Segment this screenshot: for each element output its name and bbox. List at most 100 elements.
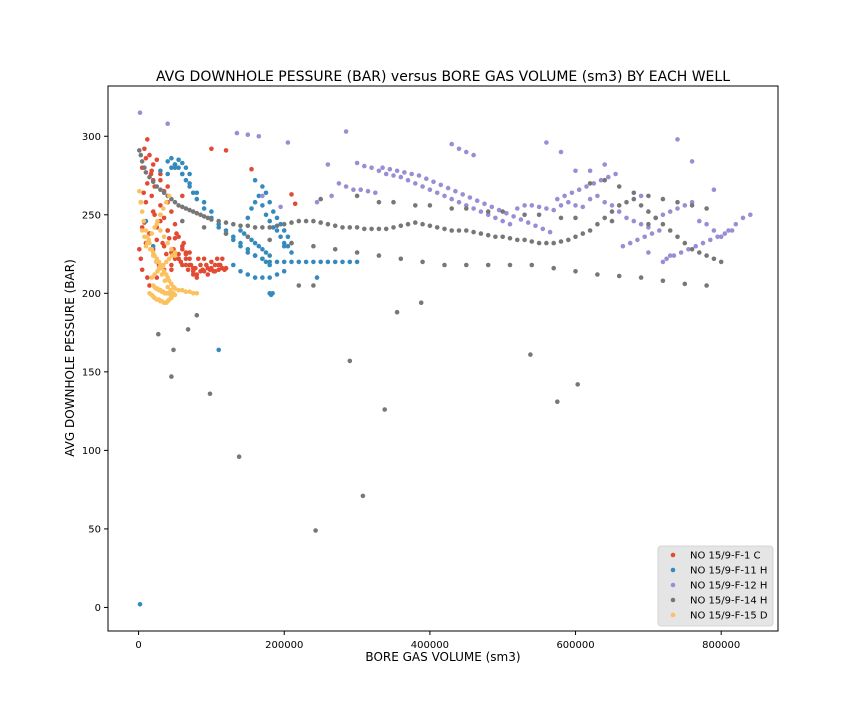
data-point: [187, 181, 192, 186]
data-point: [231, 262, 236, 268]
data-point: [748, 212, 753, 218]
data-point: [413, 203, 418, 208]
data-point: [172, 162, 178, 167]
data-point: [536, 212, 542, 218]
data-point: [252, 199, 258, 205]
data-point: [143, 228, 149, 233]
data-point: [649, 231, 655, 236]
data-point: [153, 259, 159, 265]
data-point: [627, 240, 633, 246]
data-point: [394, 309, 400, 315]
data-point: [165, 159, 170, 164]
data-point: [289, 220, 294, 225]
data-point: [169, 165, 174, 170]
data-point: [147, 283, 152, 288]
data-point: [616, 203, 622, 208]
data-point: [245, 272, 251, 277]
data-point: [555, 399, 560, 405]
data-point: [365, 188, 371, 194]
data-point: [216, 225, 221, 230]
plot-frame: [107, 85, 779, 632]
data-point: [376, 168, 382, 174]
data-point: [667, 253, 673, 258]
data-point: [180, 287, 185, 293]
data-point: [624, 199, 629, 205]
data-point: [558, 215, 564, 221]
data-point: [418, 300, 424, 306]
data-point: [653, 215, 658, 221]
data-point: [318, 196, 324, 202]
y-axis-label: AVG DOWNHOLE PESSURE (BAR): [63, 259, 77, 457]
data-point: [201, 214, 207, 219]
data-point: [485, 212, 491, 218]
data-point: [161, 215, 167, 221]
data-point: [252, 253, 258, 258]
data-point: [141, 218, 146, 224]
data-point: [281, 259, 287, 265]
data-point: [329, 193, 334, 199]
data-point: [558, 203, 564, 208]
y-tick-label: 200: [82, 289, 101, 300]
data-point: [609, 203, 615, 208]
data-point: [260, 184, 265, 189]
data-point: [354, 250, 360, 255]
data-point: [209, 209, 214, 214]
data-point: [485, 262, 491, 268]
data-point: [332, 223, 338, 229]
data-point: [664, 256, 669, 262]
data-point: [493, 215, 498, 221]
data-point: [678, 250, 684, 255]
data-point: [285, 234, 291, 240]
data-point: [216, 347, 221, 353]
data-point: [354, 193, 360, 199]
data-point: [183, 251, 189, 257]
data-point: [249, 166, 254, 172]
data-point: [420, 221, 425, 227]
data-point: [263, 190, 269, 196]
data-point: [493, 234, 498, 240]
data-point: [296, 218, 302, 224]
data-point: [169, 155, 174, 161]
data-point: [544, 240, 549, 246]
data-point: [238, 269, 243, 274]
data-point: [711, 256, 717, 262]
data-point: [398, 256, 404, 262]
data-point: [260, 275, 265, 280]
data-point: [252, 177, 258, 183]
data-point: [575, 382, 580, 387]
data-point: [158, 171, 163, 177]
data-point: [682, 240, 688, 246]
data-point: [190, 291, 196, 296]
data-point: [180, 160, 185, 166]
data-point: [496, 207, 502, 213]
data-point: [194, 313, 200, 318]
y-tick-label: 250: [82, 210, 101, 221]
data-point: [587, 196, 593, 202]
series-3: [137, 148, 724, 533]
data-point: [172, 221, 178, 227]
data-point: [154, 237, 160, 243]
data-point: [529, 239, 535, 244]
data-point: [675, 199, 680, 205]
data-point: [464, 262, 469, 268]
data-point: [354, 225, 360, 230]
data-point: [238, 223, 243, 229]
data-point: [405, 221, 411, 227]
data-point: [274, 223, 280, 229]
data-point: [220, 256, 225, 262]
data-point: [154, 221, 160, 227]
data-point: [515, 237, 520, 243]
data-point: [165, 240, 170, 246]
data-point: [142, 165, 147, 170]
data-point: [704, 253, 709, 258]
data-point: [449, 196, 455, 202]
data-point: [573, 168, 578, 174]
data-point: [515, 206, 520, 211]
data-point: [190, 209, 196, 214]
data-point: [289, 192, 294, 197]
data-point: [369, 165, 374, 170]
data-points: [137, 110, 753, 607]
data-point: [285, 140, 291, 145]
data-point: [252, 225, 258, 230]
